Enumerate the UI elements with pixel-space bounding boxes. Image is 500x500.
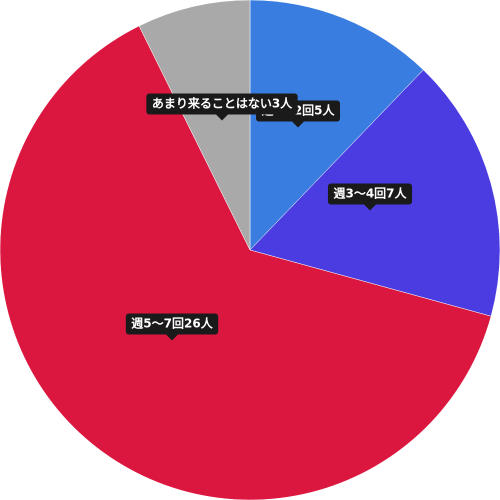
data-label-pointer <box>166 334 178 341</box>
data-label-box <box>125 313 219 335</box>
data-label-box <box>327 183 413 205</box>
pie-slice[interactable] <box>0 25 492 500</box>
data-label: 週5〜7回26人 <box>125 313 219 341</box>
pie-slice[interactable] <box>138 0 251 251</box>
data-label-text: あまり来ることはない3人 <box>152 96 293 111</box>
data-label-text: 週3〜4回7人 <box>333 186 407 201</box>
data-label-pointer <box>292 121 304 128</box>
data-label-pointer <box>216 114 228 121</box>
data-label-pointer <box>364 204 376 211</box>
data-label: あまり来ることはない3人 <box>146 93 298 121</box>
pie-slice[interactable] <box>249 0 424 251</box>
data-label-text: 週5〜7回26人 <box>131 316 213 331</box>
data-label-box <box>146 93 298 115</box>
data-label: 週3〜4回7人 <box>327 183 413 211</box>
